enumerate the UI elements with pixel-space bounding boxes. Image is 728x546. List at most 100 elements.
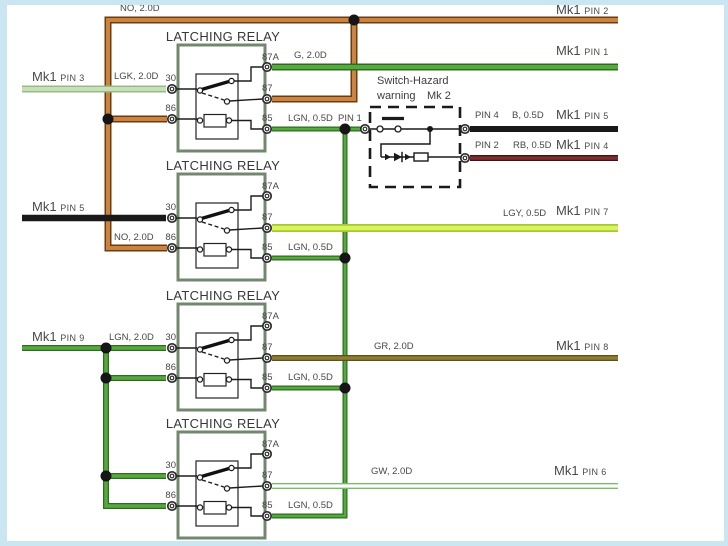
relay-terminal-30: [166, 212, 178, 224]
connector-label-mk1-pin7: Mk1 PIN 7: [556, 203, 609, 218]
wire-label-lgn-r4: LGN, 0.5D: [288, 500, 333, 511]
wire-label-gr: GR, 2.0D: [374, 341, 414, 352]
arrow-symbol: [405, 153, 411, 161]
relay4-label-87a: 87A: [262, 439, 279, 450]
relay2-label-87a: 87A: [262, 181, 279, 192]
connector-label-mk1-pin4: Mk1 PIN 4: [556, 137, 609, 152]
relay-2-title: LATCHING RELAY: [165, 158, 281, 173]
wire-lgn-left-bus: [22, 345, 166, 509]
latching-relay-4: [166, 430, 273, 540]
wire-label-gw: GW, 2.0D: [371, 466, 413, 477]
diode-symbol: [394, 152, 402, 162]
relay1-label-87: 87: [262, 83, 273, 94]
wire-no-brown: [104, 16, 618, 252]
wire-label-lgk: LGK, 2.0D: [114, 71, 159, 82]
wire-label-no-top: NO, 2.0D: [120, 3, 160, 14]
relay3-label-86: 86: [165, 362, 176, 373]
relay-terminal-30: [166, 470, 178, 482]
switch-hazard-title-line2: warning: [377, 90, 416, 102]
junction-dot: [100, 372, 112, 384]
relay4-label-87: 87: [262, 470, 273, 481]
relay-terminal-86: [166, 372, 178, 384]
connector-label-mk1-pin9: Mk1 PIN 9: [32, 329, 85, 344]
relay-terminal-87a: [261, 190, 273, 202]
relay-terminal-86: [166, 500, 178, 512]
switch-hazard-title-line1: Switch-Hazard: [377, 75, 449, 87]
relay-3-title: LATCHING RELAY: [165, 288, 281, 303]
wire-label-b: B, 0.5D: [512, 110, 544, 121]
relay3-label-87a: 87A: [262, 311, 279, 322]
relay3-label-87: 87: [262, 342, 273, 353]
latching-relay-3: [166, 302, 273, 412]
relay-terminal-85: [261, 123, 273, 135]
relay-terminal-86: [166, 242, 178, 254]
junction-dot: [339, 123, 351, 135]
wire-label-g: G, 2.0D: [294, 50, 327, 61]
relay2-label-87: 87: [262, 212, 273, 223]
connector-label-mk1-pin3: Mk1 PIN 3: [32, 69, 85, 84]
relay-terminal-85: [261, 252, 273, 264]
junction-dots: [100, 14, 360, 482]
hazard-terminal-pin4: [459, 123, 471, 135]
relay-terminal-85: [261, 382, 273, 394]
hazard-terminal-pin2: [459, 152, 471, 164]
relay-1-title: LATCHING RELAY: [165, 29, 281, 44]
switch-hazard-id: Mk 2: [427, 90, 451, 102]
wire-label-lgn-r1: LGN, 0.5D: [288, 113, 333, 124]
junction-dot: [339, 252, 351, 264]
junction-dot: [100, 470, 112, 482]
relay-4-title: LATCHING RELAY: [165, 416, 281, 431]
arrow-symbol: [385, 153, 391, 161]
wire-label-lgy: LGY, 0.5D: [503, 208, 547, 219]
connector-label-mk1-pin5-right: Mk1 PIN 5: [556, 107, 609, 122]
relay-terminal-86: [166, 113, 178, 125]
relay-terminal-85: [261, 510, 273, 522]
relay-terminal-87a: [261, 320, 273, 332]
connector-label-mk1-pin2: Mk1 PIN 2: [556, 2, 609, 17]
relay3-label-30: 30: [165, 332, 176, 343]
relay-terminal-30: [166, 83, 178, 95]
wire-label-rb: RB, 0.5D: [513, 140, 552, 151]
junction-dot: [100, 342, 112, 354]
resistor-symbol: [413, 152, 429, 162]
relay4-label-85: 85: [262, 500, 273, 511]
relay1-label-85: 85: [262, 113, 273, 124]
connector-label-mk1-pin1: Mk1 PIN 1: [556, 43, 609, 58]
wire-lgn-right-bus: [272, 126, 362, 519]
relay-terminal-87: [261, 222, 273, 234]
wire-label-lgn-r2: LGN, 0.5D: [288, 242, 333, 253]
relay4-label-30: 30: [165, 460, 176, 471]
connector-label-mk1-pin5-left: Mk1 PIN 5: [32, 199, 85, 214]
connector-label-mk1-pin8: Mk1 PIN 8: [556, 338, 609, 353]
relay3-label-85: 85: [262, 372, 273, 383]
junction-dot: [339, 382, 351, 394]
relay1-label-86: 86: [165, 103, 176, 114]
relay-terminal-87: [261, 352, 273, 364]
relay2-label-85: 85: [262, 242, 273, 253]
relay-terminal-87: [261, 93, 273, 105]
relay-terminal-87a: [261, 61, 273, 73]
latching-relay-1: [166, 43, 273, 153]
wire-label-no-r2: NO, 2.0D: [114, 232, 154, 243]
relay2-label-30: 30: [165, 202, 176, 213]
junction-dot: [102, 113, 114, 125]
connector-label-mk1-pin6: Mk1 PIN 6: [554, 463, 607, 478]
hazard-dashed-box: [368, 105, 462, 189]
wire-label-pin1: PIN 1: [338, 113, 362, 124]
relay1-label-30: 30: [165, 73, 176, 84]
junction-dot: [348, 14, 360, 26]
switch-hazard-unit: [359, 105, 471, 189]
wire-label-lgn-r3: LGN, 0.5D: [288, 372, 333, 383]
hazard-terminal-pin1: [359, 123, 371, 135]
relay-terminal-30: [166, 342, 178, 354]
relay1-label-87a: 87A: [262, 52, 279, 63]
relay4-label-86: 86: [165, 490, 176, 501]
relay2-label-86: 86: [165, 232, 176, 243]
relay-terminal-87: [261, 480, 273, 492]
latching-relay-2: [166, 172, 273, 282]
relay-terminal-87a: [261, 448, 273, 460]
wire-label-pin4: PIN 4: [475, 110, 499, 121]
wire-label-lgn2: LGN, 2.0D: [109, 332, 154, 343]
